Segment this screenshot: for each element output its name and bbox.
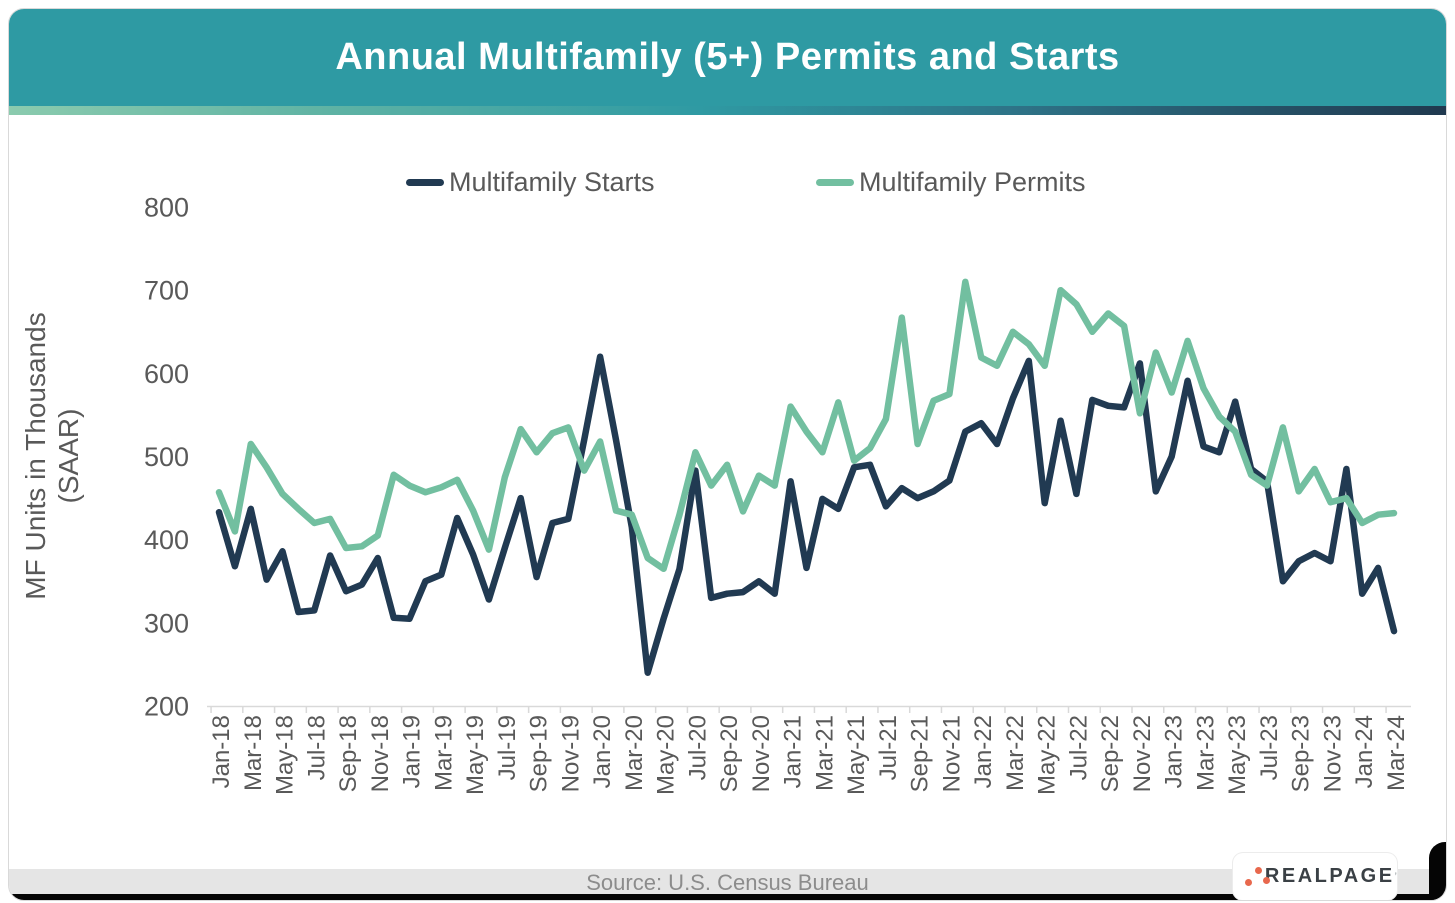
- x-tick-label: Sep-23: [1288, 715, 1315, 792]
- realpage-dots-icon: [1245, 866, 1270, 888]
- legend-item-starts: Multifamily Starts: [406, 166, 655, 198]
- y-tick-label: 700: [144, 276, 189, 306]
- x-tick-label: Sep-19: [526, 715, 553, 792]
- x-tick-label: Jan-20: [589, 715, 616, 788]
- chart-card: Annual Multifamily (5+) Permits and Star…: [8, 8, 1447, 901]
- x-tick-label: Jul-19: [494, 715, 521, 780]
- y-axis-title: MF Units in Thousands: [20, 312, 51, 599]
- legend-label-permits: Multifamily Permits: [859, 166, 1086, 197]
- chart-header: Annual Multifamily (5+) Permits and Star…: [9, 9, 1446, 106]
- y-tick-label: 400: [144, 525, 189, 555]
- realpage-logo: REALPAGE ’: [1233, 853, 1397, 900]
- x-tick-label: May-18: [272, 715, 299, 795]
- x-tick-label: Sep-18: [335, 715, 362, 792]
- x-tick-label: Nov-22: [1129, 715, 1156, 792]
- x-tick-label: May-21: [843, 715, 870, 795]
- x-tick-label: Jul-18: [303, 715, 330, 780]
- y-tick-label: 200: [144, 692, 189, 722]
- x-tick-label: Jul-20: [684, 715, 711, 780]
- y-tick-label: 500: [144, 442, 189, 472]
- x-tick-label: Jul-21: [875, 715, 902, 780]
- x-tick-label: Nov-20: [748, 715, 775, 792]
- x-tick-label: Mar-22: [1002, 715, 1029, 791]
- x-tick-label: Mar-19: [430, 715, 457, 791]
- chart-title: Annual Multifamily (5+) Permits and Star…: [335, 36, 1120, 78]
- permits-series-line: [215, 278, 1398, 573]
- legend-item-permits: Multifamily Permits: [816, 166, 1086, 198]
- header-gradient-bar: [9, 106, 1446, 115]
- x-tick-label: Jul-22: [1065, 715, 1092, 780]
- footer-corner-block: [1429, 842, 1446, 900]
- source-text: Source: U.S. Census Bureau: [586, 869, 869, 895]
- x-tick-label: Sep-21: [907, 715, 934, 792]
- x-tick-label: Jan-24: [1351, 715, 1378, 788]
- x-tick-label: Mar-21: [811, 715, 838, 791]
- x-tick-label: Jan-19: [399, 715, 426, 788]
- source-bar: Source: U.S. Census Bureau: [9, 869, 1446, 896]
- x-tick-label: Nov-21: [938, 715, 965, 792]
- y-tick-label: 600: [144, 359, 189, 389]
- x-tick-label: Mar-24: [1383, 715, 1410, 791]
- x-tick-label: Mar-23: [1192, 715, 1219, 791]
- y-axis-title-line2: (SAAR): [53, 409, 84, 504]
- x-tick-label: May-22: [1034, 715, 1061, 795]
- realpage-trademark: ’: [1394, 870, 1397, 883]
- footer-black-bar: [9, 894, 1446, 900]
- x-tick-label: Jan-22: [970, 715, 997, 788]
- x-tick-label: May-23: [1224, 715, 1251, 795]
- permits-line-swatch: [816, 178, 854, 186]
- y-tick-label: 800: [144, 193, 189, 223]
- x-tick-label: Jul-23: [1256, 715, 1283, 780]
- realpage-logo-text: REALPAGE: [1264, 865, 1395, 887]
- x-tick-label: Mar-18: [240, 715, 267, 791]
- x-tick-label: Jan-23: [1161, 715, 1188, 788]
- y-tick-label: 300: [144, 608, 189, 638]
- x-tick-label: Nov-19: [557, 715, 584, 792]
- x-tick-label: Nov-23: [1319, 715, 1346, 792]
- x-tick-label: Nov-18: [367, 715, 394, 792]
- x-tick-label: Jan-21: [780, 715, 807, 788]
- legend-label-starts: Multifamily Starts: [449, 166, 655, 197]
- x-tick-label: Sep-22: [1097, 715, 1124, 792]
- starts-line-swatch: [406, 178, 444, 186]
- x-tick-label: May-19: [462, 715, 489, 795]
- x-tick-label: Sep-20: [716, 715, 743, 792]
- starts-series-line: [215, 353, 1398, 676]
- x-tick-label: May-20: [653, 715, 680, 795]
- x-tick-label: Jan-18: [208, 715, 235, 788]
- x-tick-label: Mar-20: [621, 715, 648, 791]
